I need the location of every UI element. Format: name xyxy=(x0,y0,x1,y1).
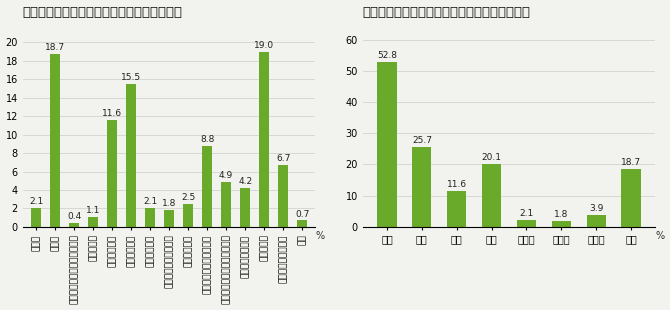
Bar xyxy=(297,220,308,227)
Bar xyxy=(221,182,231,227)
Text: 18.7: 18.7 xyxy=(45,43,65,52)
Bar xyxy=(126,84,136,227)
Text: 11.6: 11.6 xyxy=(447,180,467,189)
Text: 3.9: 3.9 xyxy=(589,204,603,213)
Bar xyxy=(88,217,98,227)
Text: 1.8: 1.8 xyxy=(554,210,568,219)
Bar xyxy=(69,223,79,227)
Bar xyxy=(31,208,42,227)
Text: 2.1: 2.1 xyxy=(29,197,44,206)
Bar xyxy=(259,51,269,227)
Text: 4.9: 4.9 xyxy=(219,171,233,180)
Text: 2.5: 2.5 xyxy=(181,193,195,202)
Bar xyxy=(482,164,501,227)
Text: 20.1: 20.1 xyxy=(482,153,502,162)
Text: 0.7: 0.7 xyxy=(295,210,310,219)
Bar xyxy=(278,165,288,227)
Text: 6.7: 6.7 xyxy=(276,154,290,163)
Bar xyxy=(240,188,251,227)
Bar xyxy=(586,215,606,227)
Bar xyxy=(447,191,466,227)
Text: %: % xyxy=(316,231,324,241)
Text: 2.1: 2.1 xyxy=(143,197,157,206)
Text: 1.1: 1.1 xyxy=(86,206,100,215)
Text: 11.6: 11.6 xyxy=(102,109,122,118)
Text: 15.5: 15.5 xyxy=(121,73,141,82)
Text: 4.2: 4.2 xyxy=(238,177,252,186)
Bar xyxy=(551,221,571,227)
Bar xyxy=(202,146,212,227)
Text: いじめのあっせん事案におけるいじめの行為者: いじめのあっせん事案におけるいじめの行為者 xyxy=(362,6,531,19)
Text: 1.8: 1.8 xyxy=(162,199,176,208)
Text: %: % xyxy=(655,231,665,241)
Text: 19.0: 19.0 xyxy=(254,41,274,50)
Bar xyxy=(183,204,194,227)
Bar xyxy=(145,208,155,227)
Text: 25.7: 25.7 xyxy=(412,136,432,145)
Bar xyxy=(50,54,60,227)
Bar xyxy=(517,220,536,227)
Text: 2.1: 2.1 xyxy=(519,210,533,219)
Bar xyxy=(164,210,174,227)
Bar xyxy=(107,120,117,227)
Bar xyxy=(377,62,397,227)
Text: 18.7: 18.7 xyxy=(621,158,641,167)
Bar xyxy=(621,169,641,227)
Text: 8.8: 8.8 xyxy=(200,135,214,144)
Text: 52.8: 52.8 xyxy=(377,51,397,60)
Bar xyxy=(412,147,431,227)
Text: 0.4: 0.4 xyxy=(67,212,81,221)
Text: いじめあっせん事案における被申請人の業種: いじめあっせん事案における被申請人の業種 xyxy=(23,6,183,19)
